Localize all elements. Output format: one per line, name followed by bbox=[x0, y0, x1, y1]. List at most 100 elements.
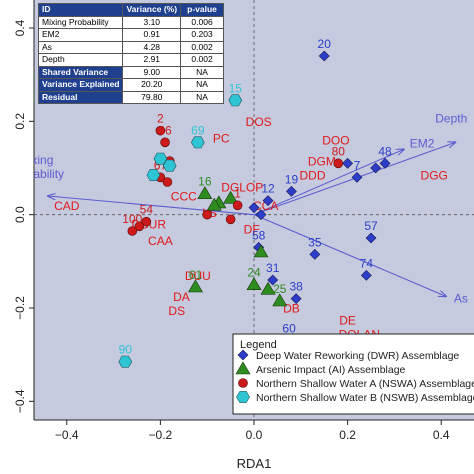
table-cell-variance: 4.28 bbox=[122, 40, 182, 54]
point-triangle bbox=[253, 244, 269, 258]
point-hexagon bbox=[153, 152, 168, 165]
point-diamond bbox=[290, 293, 302, 305]
x-axis-label: RDA1 bbox=[237, 456, 272, 471]
point-label: 38 bbox=[289, 280, 303, 294]
point-circle bbox=[162, 177, 173, 187]
site-label: DB bbox=[283, 302, 300, 316]
table-row: Mixing Probability 3.10 0.006 bbox=[37, 15, 225, 29]
point-label: 60 bbox=[282, 322, 296, 336]
site-label: DGM bbox=[308, 155, 336, 169]
legend-item-label: Deep Water Reworking (DWR) Assemblage bbox=[256, 350, 459, 362]
site-label: PC bbox=[213, 131, 230, 145]
site-label: DOO bbox=[322, 134, 349, 148]
legend-item-label: Arsenic Impact (AI) Assemblage bbox=[256, 364, 406, 376]
point-label: 90 bbox=[119, 343, 133, 357]
table-summary-row: Residual 79.80 NA bbox=[37, 90, 225, 104]
site-label: CAA bbox=[148, 234, 173, 248]
point-triangle bbox=[187, 279, 204, 293]
site-label: DGLOP bbox=[221, 180, 263, 194]
table-summary-row: Variance Explained 20.20 NA bbox=[37, 78, 225, 92]
point-label: 80 bbox=[332, 144, 346, 158]
point-circle bbox=[333, 158, 344, 169]
point-diamond bbox=[262, 195, 274, 207]
x-tick-label: 0.2 bbox=[339, 428, 356, 442]
site-label: DA bbox=[173, 290, 190, 304]
point-circle bbox=[225, 214, 236, 225]
point-diamond bbox=[267, 274, 279, 286]
point-hexagon bbox=[146, 169, 161, 181]
point-diamond bbox=[286, 185, 297, 197]
point-label: 12 bbox=[261, 182, 275, 196]
point-hexagon bbox=[162, 159, 177, 172]
site-label: CCC bbox=[171, 190, 197, 204]
table-row: As 4.28 0.002 bbox=[37, 40, 225, 54]
point-diamond bbox=[318, 50, 330, 62]
variance-table: ID Variance (%) p-value Mixing Probabili… bbox=[37, 3, 225, 104]
table-header-row: ID Variance (%) p-value bbox=[37, 3, 225, 17]
table-summary-row: Shared Variance 9.00 NA bbox=[37, 65, 225, 79]
point-hexagon bbox=[118, 355, 133, 368]
table-cell-id: Shared Variance bbox=[37, 65, 124, 79]
table-cell-variance: 9.00 bbox=[122, 65, 182, 79]
site-label: DS bbox=[168, 304, 185, 318]
point-circle bbox=[141, 216, 152, 227]
point-label: 69 bbox=[191, 123, 205, 137]
y-tick-label: −0.2 bbox=[13, 296, 27, 320]
point-triangle bbox=[206, 197, 222, 211]
table-cell-pvalue: 0.006 bbox=[180, 15, 225, 29]
point-circle bbox=[127, 226, 138, 236]
legend-marker-circle bbox=[238, 378, 248, 388]
point-circle bbox=[232, 200, 243, 211]
point-hexagon bbox=[190, 136, 205, 149]
y-tick-label: 0.4 bbox=[13, 19, 27, 36]
table-cell-id: Residual bbox=[37, 90, 124, 104]
point-triangle bbox=[246, 277, 262, 290]
vector-arrow bbox=[253, 214, 446, 297]
vector-label: Depth bbox=[435, 111, 467, 125]
point-label: 58 bbox=[252, 228, 266, 242]
table-header-variance: Variance (%) bbox=[122, 3, 182, 17]
table-cell-id: EM2 bbox=[37, 28, 124, 42]
point-triangle bbox=[223, 190, 239, 204]
table-row: EM2 0.91 0.203 bbox=[37, 28, 225, 42]
point-diamond bbox=[370, 162, 382, 174]
point-circle bbox=[155, 125, 166, 136]
y-tick-label: −0.4 bbox=[13, 389, 27, 413]
legend-item-label: Northern Shallow Water B (NSWB) Assembla… bbox=[256, 392, 474, 404]
legend-item-label: Northern Shallow Water A (NSWA) Assembla… bbox=[256, 378, 474, 390]
table-cell-variance: 3.10 bbox=[122, 15, 182, 29]
point-label: 48 bbox=[378, 144, 392, 158]
point-triangle bbox=[272, 293, 288, 307]
point-circle bbox=[134, 221, 145, 232]
point-label: 20 bbox=[318, 37, 332, 51]
table-cell-pvalue: 0.203 bbox=[180, 28, 225, 42]
site-label: DUU bbox=[185, 269, 211, 283]
table-cell-pvalue: 0.002 bbox=[180, 40, 225, 54]
point-triangle bbox=[260, 281, 276, 295]
table-header-pvalue: p-value bbox=[180, 3, 225, 17]
site-label: DE bbox=[339, 313, 356, 327]
point-circle bbox=[160, 137, 170, 148]
table-cell-variance: 0.91 bbox=[122, 28, 182, 42]
point-label: 1 bbox=[234, 186, 241, 200]
x-tick-label: 0.4 bbox=[433, 428, 450, 442]
point-diamond bbox=[365, 232, 377, 244]
table-cell-pvalue: NA bbox=[180, 90, 225, 104]
legend-box bbox=[232, 333, 474, 415]
point-label: 7 bbox=[354, 158, 361, 172]
x-tick-label: 0.0 bbox=[246, 428, 263, 442]
point-label: 2 bbox=[157, 112, 164, 126]
table-cell-pvalue: 0.002 bbox=[180, 53, 225, 67]
point-label: 19 bbox=[285, 172, 299, 186]
x-tick-label: −0.4 bbox=[55, 428, 79, 442]
table-cell-id: Depth bbox=[37, 53, 124, 67]
site-label: DGG bbox=[421, 169, 448, 183]
point-diamond bbox=[351, 171, 363, 183]
table-row: Depth 2.91 0.002 bbox=[37, 53, 225, 67]
point-label: 100 bbox=[122, 212, 142, 226]
point-diamond bbox=[342, 157, 354, 169]
vector-label: Mixing Probability bbox=[8, 153, 64, 181]
y-tick-label: 0.0 bbox=[13, 206, 27, 223]
point-diamond bbox=[255, 209, 267, 221]
